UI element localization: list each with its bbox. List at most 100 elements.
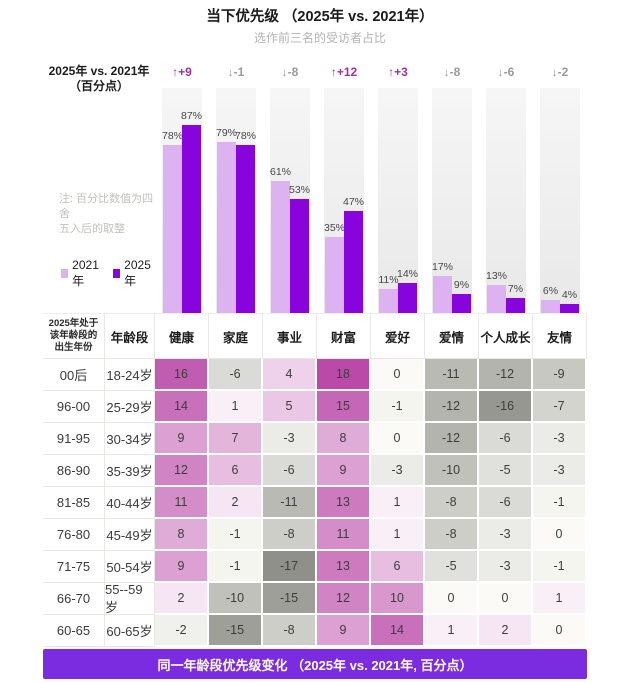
value-cell: 14 <box>371 615 425 647</box>
table-header-age-group: 年龄段 <box>105 313 155 359</box>
value-cell: 0 <box>371 423 425 455</box>
bar-2021年-6: 17% <box>432 261 453 313</box>
value-cell: -3 <box>479 551 533 583</box>
table-header-birth-years: 2025年处于 该年龄段的 出生年份 <box>43 313 105 359</box>
bar-track-8: 6% 4% <box>540 88 580 313</box>
table-header-category-1: 健康 <box>155 313 209 359</box>
table-header-category-6: 爱情 <box>425 313 479 359</box>
delta-label-6: ↓-8 <box>443 65 461 79</box>
footer-banner: 同一年龄段优先级变化 （2025年 vs. 2021年, 百分点） <box>43 649 587 679</box>
cohort-cell: 96-00 <box>43 391 105 423</box>
value-cell: -15 <box>209 615 263 647</box>
cohort-cell: 71-75 <box>43 551 105 583</box>
value-cell: 1 <box>371 519 425 551</box>
value-cell: 0 <box>371 359 425 391</box>
value-cell: -9 <box>533 359 587 391</box>
value-cell: 0 <box>425 583 479 615</box>
value-cell: 18 <box>317 359 371 391</box>
value-cell: -12 <box>479 359 533 391</box>
bar-track-7: 13% 7% <box>486 88 526 313</box>
bar-value-label: 61% <box>269 166 292 178</box>
value-cell: -7 <box>533 391 587 423</box>
value-cell: 2 <box>479 615 533 647</box>
bar-track-3: 61% 53% <box>270 88 310 313</box>
heatmap-table: 2025年处于 该年龄段的 出生年份 年龄段 健康 家庭 事业 财富 爱好 爱情 个人成长 友情 00后… <box>43 313 640 647</box>
value-cell: -3 <box>371 455 425 487</box>
value-cell: 1 <box>209 391 263 423</box>
value-cell: 6 <box>371 551 425 583</box>
legend-swatch-icon <box>61 269 69 278</box>
value-cell: 12 <box>155 455 209 487</box>
chart-note-line1: 注: 百分比数值为四舍 <box>59 193 154 220</box>
value-cell: -8 <box>263 519 317 551</box>
bar-value-label: 53% <box>288 184 311 196</box>
value-cell: -1 <box>533 551 587 583</box>
legend-label: 2025年 <box>124 258 151 288</box>
bar-track-1: 78% 87% <box>162 88 202 313</box>
value-cell: 1 <box>425 615 479 647</box>
bar-2025年-6: 9% <box>452 279 471 313</box>
bar-track-2: 79% 78% <box>216 88 256 313</box>
bar-value-label: 17% <box>431 261 454 273</box>
bar-track-4: 35% 47% <box>324 88 364 313</box>
age-cell: 55--59岁 <box>105 582 155 615</box>
value-cell: 14 <box>155 391 209 423</box>
value-cell: -3 <box>533 423 587 455</box>
bar-2021年-4: 35% <box>324 222 345 313</box>
table-header-category-2: 家庭 <box>209 313 263 359</box>
cohort-cell: 76-80 <box>43 519 105 551</box>
axis-label-line2: （百分点） <box>68 79 129 93</box>
value-cell: -3 <box>479 519 533 551</box>
value-cell: -10 <box>425 455 479 487</box>
value-cell: 2 <box>209 487 263 519</box>
value-cell: -11 <box>263 487 317 519</box>
page-title: 当下优先级 （2025年 vs. 2021年） <box>206 9 434 25</box>
age-cell: 35-39岁 <box>105 455 155 487</box>
bar-value-label: 78% <box>161 130 184 142</box>
bar-value-label: 13% <box>485 270 508 282</box>
value-cell: -3 <box>533 455 587 487</box>
bar-2025年-5: 14% <box>397 268 418 313</box>
value-cell: 15 <box>317 391 371 423</box>
bar-2025年-7: 7% <box>506 283 525 313</box>
value-cell: -11 <box>425 359 479 391</box>
bar-2021年-7: 13% <box>486 270 507 313</box>
value-cell: -1 <box>533 487 587 519</box>
value-cell: 12 <box>317 583 371 615</box>
bar-2021年-2: 79% <box>216 127 237 313</box>
value-cell: 8 <box>155 519 209 551</box>
bar-value-label: 4% <box>561 289 578 301</box>
value-cell: 11 <box>317 519 371 551</box>
cohort-cell: 81-85 <box>43 487 105 519</box>
value-cell: 0 <box>479 583 533 615</box>
chart-legend: 2021年 2025年 <box>61 258 155 289</box>
value-cell: 13 <box>317 551 371 583</box>
value-cell: 2 <box>155 583 209 615</box>
value-cell: -3 <box>263 423 317 455</box>
delta-label-8: ↓-2 <box>551 65 569 79</box>
delta-label-5: ↑+3 <box>388 65 408 79</box>
value-cell: 6 <box>209 455 263 487</box>
table-header-category-3: 事业 <box>263 313 317 359</box>
table-header-category-5: 爱好 <box>371 313 425 359</box>
value-cell: -17 <box>263 551 317 583</box>
age-cell: 18-24岁 <box>105 359 155 391</box>
value-cell: -6 <box>263 455 317 487</box>
cohort-cell: 66-70 <box>43 583 105 615</box>
bar-value-label: 6% <box>542 285 559 297</box>
value-cell: 9 <box>155 423 209 455</box>
header: 当下优先级 （2025年 vs. 2021年） 选作前三名的受访者占比 <box>0 0 640 46</box>
bar-2025年-8: 4% <box>560 289 579 313</box>
value-cell: 0 <box>533 519 587 551</box>
value-cell: 7 <box>209 423 263 455</box>
value-cell: -12 <box>425 391 479 423</box>
delta-label-1: ↑+9 <box>172 65 192 79</box>
age-cell: 45-49岁 <box>105 519 155 551</box>
bar-value-label: 47% <box>342 196 365 208</box>
bar-value-label: 79% <box>215 127 238 139</box>
value-cell: 9 <box>317 455 371 487</box>
bar-value-label: 35% <box>323 222 346 234</box>
bar-chart: 2025年 vs. 2021年 （百分点） 注: 百分比数值为四舍 五入后的取整… <box>43 64 640 313</box>
value-cell: 1 <box>371 487 425 519</box>
